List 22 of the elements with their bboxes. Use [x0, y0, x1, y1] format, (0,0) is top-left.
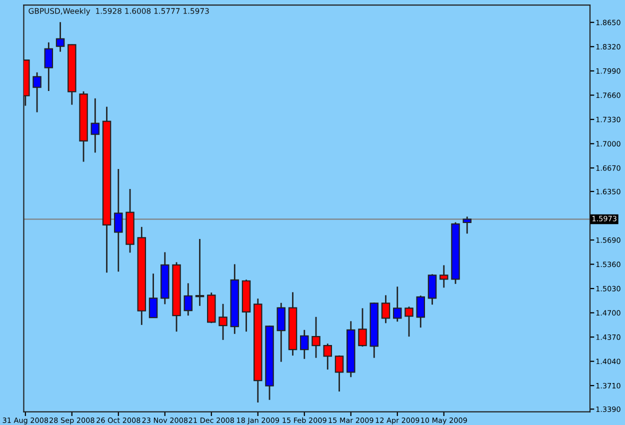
candlestick: [195, 238, 204, 307]
candlestick: [148, 272, 158, 318]
candlestick: [428, 273, 437, 306]
candlestick: [416, 294, 425, 328]
candlestick: [56, 21, 65, 52]
candlestick: [334, 354, 344, 392]
candlestick: [439, 264, 448, 288]
candlestick: [404, 306, 414, 338]
candlestick: [184, 282, 193, 316]
candlestick: [218, 303, 228, 341]
candlestick: [312, 316, 320, 359]
candlestick: [90, 98, 100, 154]
candlestick: [462, 216, 472, 234]
candlestick: [114, 168, 123, 272]
candlestick: [32, 72, 42, 113]
candlestick: [276, 302, 286, 363]
candlestick: [323, 342, 332, 370]
candlestick: [381, 294, 390, 324]
candlestick: [44, 42, 54, 92]
candlestick: [393, 286, 402, 322]
candlestick: [300, 329, 309, 360]
candlestick: [358, 308, 367, 348]
